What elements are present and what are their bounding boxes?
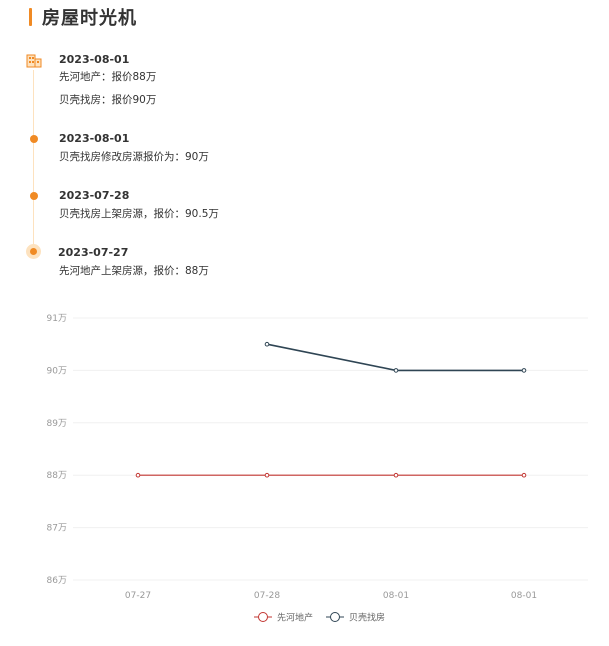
price-line-chart: 86万 87万 88万 89万 90万 91万 07-27 07-28 08-01 08-01 先河…	[47, 314, 588, 624]
y-tick-label: 91万	[47, 314, 67, 324]
x-tick-label: 08-01	[383, 591, 409, 601]
section-header: 房屋时光机	[29, 6, 137, 29]
y-tick-label: 90万	[47, 366, 67, 376]
data-point	[135, 472, 141, 478]
timeline-text: 贝壳找房：报价90万	[59, 94, 157, 106]
y-tick-label: 88万	[47, 471, 67, 481]
data-point	[264, 341, 270, 347]
series-line	[266, 343, 524, 372]
x-tick-label: 08-01	[511, 591, 537, 601]
header-accent-bar	[29, 8, 32, 26]
data-point	[393, 368, 399, 373]
timeline-date: 2023-07-28	[59, 189, 130, 202]
legend-label: 先河地产	[277, 612, 313, 624]
data-point	[393, 472, 399, 478]
timeline-text: 贝壳找房修改房源报价为：90万	[59, 151, 209, 163]
legend-label: 贝壳找房	[349, 612, 385, 624]
timeline-dot	[30, 192, 38, 200]
x-tick-label: 07-27	[125, 591, 151, 601]
legend-swatch-marker	[258, 612, 268, 622]
data-point	[521, 472, 527, 478]
data-point	[521, 368, 527, 373]
timeline-date: 2023-07-27	[58, 246, 129, 259]
house-timeline: 2023-08-01 先河地产：报价88万 贝壳找房：报价90万 2023-08…	[0, 0, 609, 300]
timeline-date: 2023-08-01	[59, 132, 130, 145]
house-icon	[26, 54, 42, 68]
timeline-text: 先河地产：报价88万	[59, 71, 157, 83]
y-tick-label: 86万	[47, 576, 67, 586]
page-title: 房屋时光机	[42, 8, 137, 29]
timeline-date: 2023-08-01	[59, 53, 130, 66]
timeline-connector	[33, 70, 34, 248]
data-point	[264, 472, 270, 478]
price-chart: 86万 87万 88万 89万 90万 91万 07-27 07-28 08-01 08-01 先河…	[0, 300, 609, 646]
legend-swatch-marker	[330, 612, 340, 622]
timeline-text: 贝壳找房上架房源，报价：90.5万	[59, 208, 219, 220]
timeline-dot	[30, 135, 38, 143]
y-tick-label: 87万	[47, 524, 67, 534]
x-tick-label: 07-28	[254, 591, 280, 601]
timeline-text: 先河地产上架房源，报价：88万	[59, 265, 209, 277]
y-tick-label: 89万	[47, 419, 67, 429]
timeline-current-dot	[26, 244, 41, 259]
